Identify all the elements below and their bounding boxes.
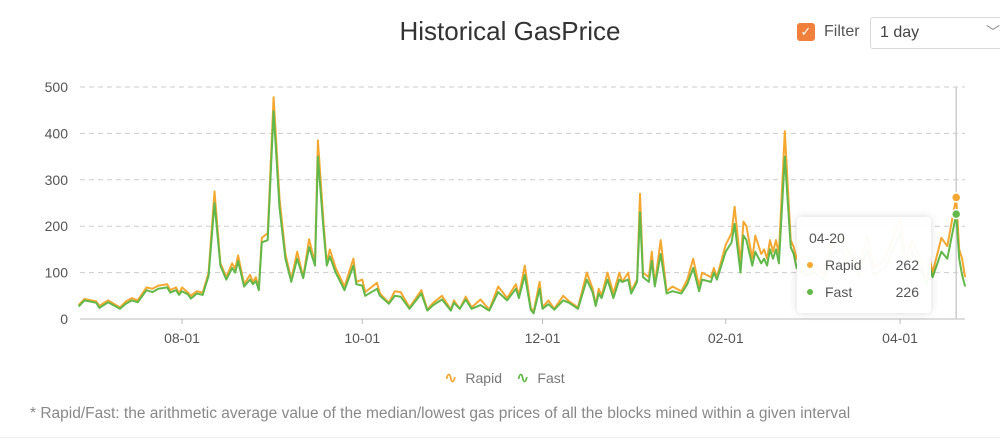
check-icon: ✓: [800, 24, 812, 39]
wave-icon: ∿: [444, 370, 458, 387]
fast-dot-icon: [807, 289, 813, 295]
x-tick-label: 08-01: [164, 330, 200, 346]
chart-legend: ∿ Rapid ∿ Fast: [444, 368, 579, 388]
y-tick-label: 500: [45, 79, 69, 95]
tooltip-row-fast: Fast 226: [807, 284, 919, 300]
legend-item-fast[interactable]: ∿ Fast: [516, 368, 565, 388]
y-tick-label: 0: [60, 311, 68, 327]
chart-tooltip: 04-20 Rapid 262 Fast 226: [797, 217, 931, 313]
x-tick-label: 04-01: [882, 330, 918, 346]
hover-point-fast: [950, 208, 962, 220]
filter-label: Filter: [824, 23, 860, 40]
y-tick-label: 200: [45, 218, 69, 234]
interval-value: 1 day: [880, 24, 920, 41]
interval-select[interactable]: 1 day ﹀: [870, 17, 1000, 49]
wave-icon: ∿: [516, 370, 530, 387]
footnote: * Rapid/Fast: the arithmetic average val…: [30, 405, 851, 422]
filter-checkbox[interactable]: ✓: [797, 23, 815, 41]
tooltip-row-rapid: Rapid 262: [807, 257, 919, 273]
legend-item-rapid[interactable]: ∿ Rapid: [444, 368, 502, 388]
legend-label: Fast: [537, 370, 565, 386]
tooltip-series-name: Fast: [825, 284, 853, 300]
filter-toggle[interactable]: ✓ Filter: [797, 23, 860, 41]
page-title: Historical GasPrice: [399, 16, 621, 46]
divider: [0, 437, 1000, 438]
x-tick-label: 10-01: [344, 330, 380, 346]
x-tick-label: 02-01: [708, 330, 744, 346]
series-line-fast: [77, 110, 967, 315]
y-tick-label: 400: [45, 125, 69, 141]
tooltip-date: 04-20: [809, 230, 845, 246]
chevron-down-icon: ﹀: [986, 24, 1000, 40]
hover-point-rapid: [950, 192, 962, 203]
y-tick-label: 100: [45, 265, 69, 281]
legend-label: Rapid: [465, 370, 502, 386]
tooltip-value: 226: [895, 284, 919, 300]
x-tick-label: 12-01: [525, 330, 561, 346]
rapid-dot-icon: [807, 262, 813, 268]
tooltip-value: 262: [895, 257, 919, 273]
y-tick-label: 300: [45, 172, 69, 188]
tooltip-series-name: Rapid: [825, 257, 862, 273]
